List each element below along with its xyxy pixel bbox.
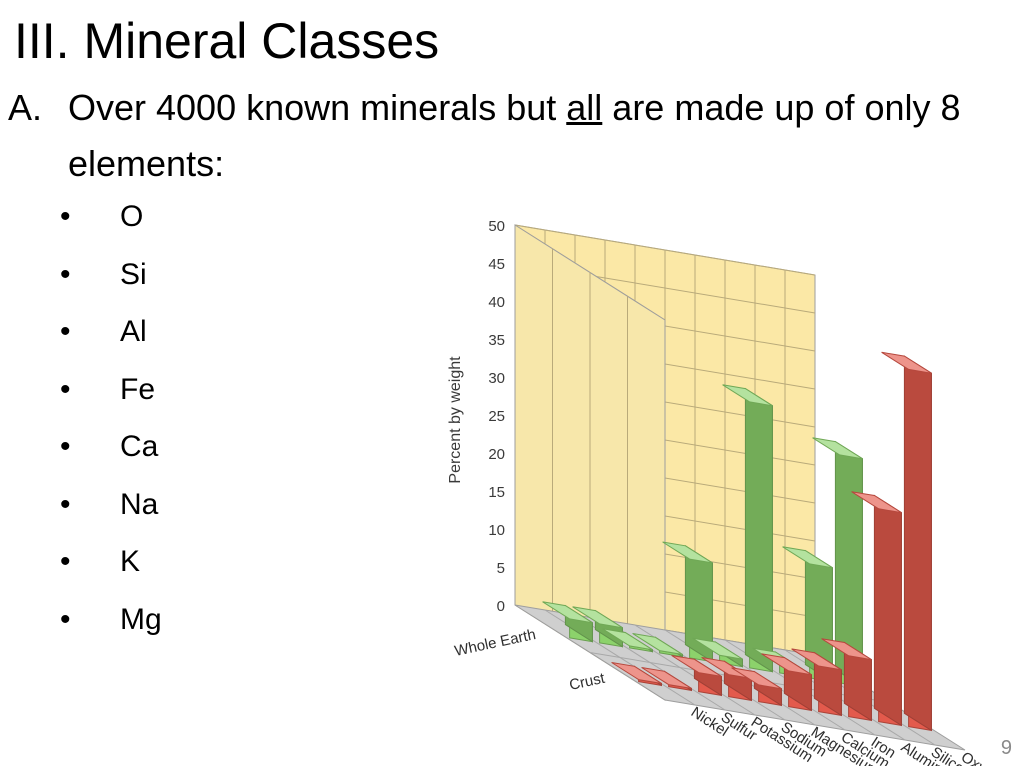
- bar: [632, 633, 683, 658]
- point-marker: A.: [8, 87, 43, 128]
- bar-top-face: [611, 662, 662, 684]
- bar-top-face: [791, 648, 842, 671]
- bullet-text: Al: [120, 315, 147, 348]
- y-tick-label: 40: [488, 294, 505, 311]
- series-label: Whole Earth: [453, 626, 537, 660]
- bar: [821, 638, 872, 722]
- point-text: Over 4000 known minerals but all are mad…: [68, 80, 998, 192]
- bar-top-face: [821, 638, 872, 661]
- page-number: 9: [1000, 737, 1012, 759]
- y-tick-label: 30: [488, 370, 505, 387]
- bar-top-face: [812, 437, 863, 460]
- point-text-emphasis: all: [566, 87, 603, 128]
- bar: [782, 546, 833, 683]
- bar-top-face: [602, 628, 653, 651]
- y-tick-label: 50: [488, 218, 505, 235]
- bar: [851, 491, 902, 727]
- y-tick-label: 15: [488, 484, 505, 501]
- bullet-glyph: •: [60, 315, 71, 348]
- y-tick-label: 10: [488, 522, 505, 539]
- bar-top-face: [671, 655, 722, 677]
- bar: [611, 662, 662, 687]
- bar-top-face: [572, 606, 623, 629]
- y-tick-label: 25: [488, 408, 505, 425]
- bar-top-face: [731, 667, 782, 690]
- y-tick-labels: 0 5 10 15 20 25 30 35 40 45 50: [488, 218, 505, 615]
- bar-top-face: [761, 653, 812, 676]
- chart-side-wall: [514, 224, 666, 701]
- bar-top-face: [881, 351, 932, 374]
- bar: [701, 657, 752, 702]
- bullet-text: Na: [120, 487, 159, 521]
- bar-side-face: [873, 494, 902, 727]
- bar-top-face: [641, 667, 692, 689]
- y-tick-label: 5: [497, 560, 505, 577]
- bullet-text: O: [120, 200, 144, 233]
- bullet-text: Ca: [120, 430, 159, 463]
- y-tick-label: 20: [488, 446, 505, 463]
- y-axis-label: Percent by weight: [447, 356, 464, 484]
- point-text-before: Over 4000 known minerals but: [68, 87, 567, 128]
- bar-side-face: [903, 355, 932, 732]
- bar-top-face: [542, 601, 593, 624]
- bar: [812, 437, 863, 688]
- bars: [542, 351, 932, 732]
- point-text-after: are made up of only 8 elements:: [68, 87, 961, 184]
- slide-title: III. Mineral Classes: [14, 13, 440, 69]
- bar-top-face: [722, 384, 773, 407]
- bar-top-face: [782, 546, 833, 569]
- bar: [761, 653, 812, 712]
- bar-top-face: [662, 541, 713, 564]
- bullet-text: Mg: [120, 602, 162, 636]
- series-label: Crust: [568, 670, 607, 694]
- bar: [791, 648, 842, 717]
- bullet-text: Fe: [120, 372, 156, 406]
- bullet-glyph: •: [60, 545, 71, 578]
- bar: [641, 667, 692, 692]
- bar-top-face: [692, 637, 743, 660]
- bullet-text: K: [120, 545, 141, 578]
- bar-side-face: [744, 387, 773, 673]
- bar: [881, 351, 932, 732]
- bullet-glyph: •: [60, 372, 71, 406]
- bar-top-face: [632, 633, 683, 655]
- y-tick-label: 35: [488, 332, 505, 349]
- bar: [671, 655, 722, 697]
- bar-top-face: [851, 491, 902, 514]
- bar: [731, 667, 782, 707]
- bullet-glyph: •: [60, 602, 71, 636]
- y-tick-label: 0: [497, 598, 505, 615]
- bar: [602, 628, 653, 653]
- bar: [662, 541, 713, 663]
- bar: [542, 601, 593, 643]
- bullet-text: Si: [120, 257, 147, 291]
- bullet-glyph: •: [60, 257, 71, 291]
- bar: [722, 384, 773, 673]
- y-tick-label: 45: [488, 256, 505, 273]
- bar: [692, 637, 743, 668]
- bullet-glyph: •: [60, 487, 71, 521]
- bullet-glyph: •: [60, 430, 71, 463]
- bullet-glyph: •: [60, 200, 71, 233]
